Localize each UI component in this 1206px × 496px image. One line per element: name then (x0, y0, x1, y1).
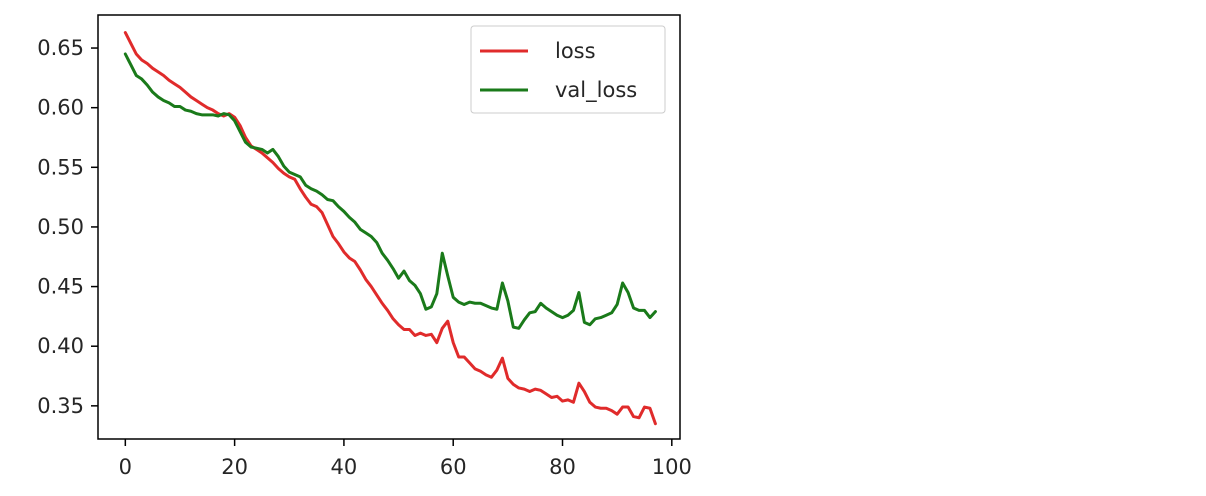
x-tick-label: 80 (549, 455, 576, 479)
y-tick-label: 0.35 (37, 394, 84, 418)
ticks-layer: 0 20 40 60 80 100 0.35 0.40 0.45 0.50 0.55 0.60 0.65 (37, 36, 692, 479)
legend: loss val_loss (470, 25, 666, 114)
x-tick-label: 60 (440, 455, 467, 479)
x-tick-label: 100 (652, 455, 692, 479)
x-tick-label: 20 (221, 455, 248, 479)
x-tick-label: 40 (331, 455, 358, 479)
y-tick-label: 0.45 (37, 275, 84, 299)
series-line-loss (123, 31, 657, 426)
y-tick-label: 0.40 (37, 334, 84, 358)
y-tick-label: 0.65 (37, 36, 84, 60)
y-tick-label: 0.60 (37, 96, 84, 120)
y-tick-label: 0.50 (37, 215, 84, 239)
x-tick-label: 0 (119, 455, 132, 479)
legend-label-val-loss: val_loss (555, 78, 637, 103)
series-line-val-loss (123, 52, 657, 330)
y-tick-label: 0.55 (37, 155, 84, 179)
legend-label-loss: loss (555, 39, 596, 63)
series-layer (123, 31, 657, 426)
